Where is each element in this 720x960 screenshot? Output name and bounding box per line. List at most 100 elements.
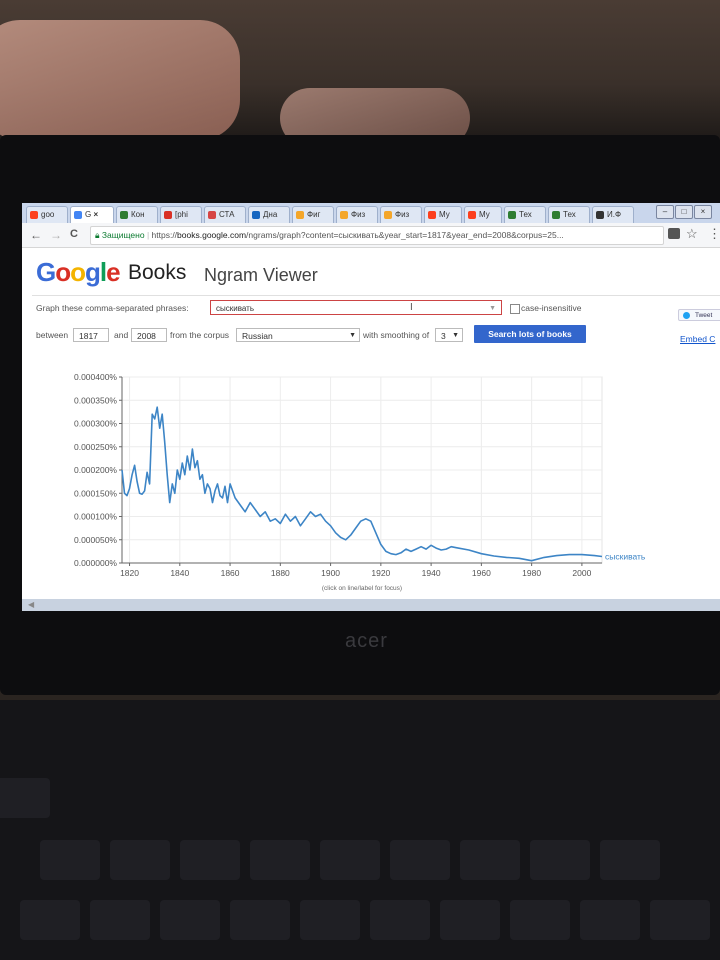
lock-icon: 🔒︎ [95,230,100,240]
window-close-button[interactable]: × [694,205,712,219]
x-tick-label: 1860 [221,568,240,578]
browser-tab[interactable]: Тех [548,206,590,223]
x-tick-label: 1980 [522,568,541,578]
x-tick-label: 1900 [321,568,340,578]
tab-close-icon[interactable]: × [91,210,99,219]
translate-icon[interactable] [668,228,680,239]
secure-label: Защищено [101,230,145,240]
and-label: and [114,330,129,340]
reload-button[interactable]: C [70,228,78,240]
browser-tab[interactable]: Физ [336,206,378,223]
tab-label: G [85,210,92,219]
keyboard-key [600,840,660,880]
tab-favicon-icon [296,211,304,219]
scroll-left-icon[interactable]: ◀ [28,600,35,609]
tab-label: Фиг [307,210,321,219]
keyboard-key [440,900,500,940]
tab-label: Му [439,210,450,219]
tab-favicon-icon [120,211,128,219]
menu-icon[interactable]: ⋮ [708,226,720,241]
keyboard-key [160,900,220,940]
forward-button[interactable]: → [50,228,62,242]
case-insensitive-checkbox[interactable] [510,304,520,314]
keyboard-key [460,840,520,880]
browser-tab[interactable]: [phi [160,206,202,223]
ngram-chart: 0.000000% 0.000050% 0.000100% 0.000150% 0.00… [22,353,720,603]
logo-letter: o [70,257,86,287]
series-label[interactable]: сыскивать [605,551,646,561]
corpus-value: Russian [242,331,273,341]
tab-label: Дна [263,210,278,219]
keyboard-key [40,840,100,880]
browser-tab[interactable]: И.Ф [592,206,634,223]
laptop-brand-logo: acer [345,630,388,652]
tab-favicon-icon [596,211,604,219]
y-tick-label: 0.000000% [74,558,117,568]
series-line[interactable] [121,406,603,562]
keyboard-key [0,778,50,818]
text-cursor-icon: I [410,302,413,313]
horizontal-scrollbar[interactable]: ◀ [22,599,720,611]
corpus-select[interactable]: Russian ▼ [236,328,360,342]
tab-favicon-icon [164,211,172,219]
browser-tab[interactable]: Фиг [292,206,334,223]
keyboard-key [230,900,290,940]
browser-tab[interactable]: Му [464,206,502,223]
embed-chart-link[interactable]: Embed C [680,334,716,344]
tab-label: goo [41,210,55,219]
minimize-button[interactable]: – [656,205,674,219]
logo-letter: g [85,257,101,287]
browser-tab[interactable]: goo [26,206,68,223]
tab-label: СТА [219,210,235,219]
keyboard-key [90,900,150,940]
url-divider: | [146,230,150,240]
keyboard-key [250,840,310,880]
keyboard-key [390,840,450,880]
tab-label: Кон [131,210,145,219]
tab-label: [phi [175,210,188,219]
tab-favicon-icon [384,211,392,219]
y-tick-label: 0.000250% [74,442,117,452]
url-field[interactable]: 🔒︎ Защищено | https://books.google.com/n… [90,226,664,245]
browser-tab[interactable]: Му [424,206,462,223]
tab-label: И.Ф [607,210,622,219]
search-books-button[interactable]: Search lots of books [474,325,586,343]
logo-letter: G [36,257,56,287]
tab-favicon-icon [428,211,436,219]
smoothing-value: 3 [441,331,446,341]
keyboard-key [370,900,430,940]
y-tick-label: 0.000050% [74,535,117,545]
logo-letter: l [99,257,107,287]
tab-label: Физ [395,210,410,219]
phrases-label: Graph these comma-separated phrases: [36,303,189,313]
google-logo[interactable]: Google [36,257,121,288]
browser-tab[interactable]: Дна [248,206,290,223]
browser-tab[interactable]: СТА [204,206,246,223]
back-button[interactable]: ← [30,228,42,242]
smoothing-select[interactable]: 3 ▼ [435,328,463,342]
year-start-input[interactable]: 1817 [73,328,109,342]
tweet-button[interactable]: Tweet [678,309,720,321]
tab-label: Физ [351,210,366,219]
tab-label: Тех [563,210,576,219]
tab-favicon-icon [468,211,476,219]
browser-tab[interactable]: Тех [504,206,546,223]
phrases-input[interactable]: сыскивать ▼ [210,300,502,315]
keyboard-key [510,900,570,940]
url-path: /ngrams/graph?content=сыскивать&year_sta… [246,230,564,240]
chevron-down-icon: ▼ [489,305,496,312]
maximize-button[interactable]: □ [675,205,693,219]
x-tick-label: 1940 [422,568,441,578]
browser-tab[interactable]: Кон [116,206,158,223]
x-tick-label: 1880 [271,568,290,578]
bookmark-star-icon[interactable]: ☆ [686,226,698,241]
between-label: between [36,330,69,340]
keyboard-key [320,840,380,880]
x-tick-label: 1840 [170,568,189,578]
header-divider [32,295,720,296]
chart-focus-note: (click on line/label for focus) [322,585,402,592]
keyboard-key [300,900,360,940]
browser-tab[interactable]: G × [70,206,114,223]
browser-tab[interactable]: Физ [380,206,422,223]
year-end-input[interactable]: 2008 [131,328,167,342]
